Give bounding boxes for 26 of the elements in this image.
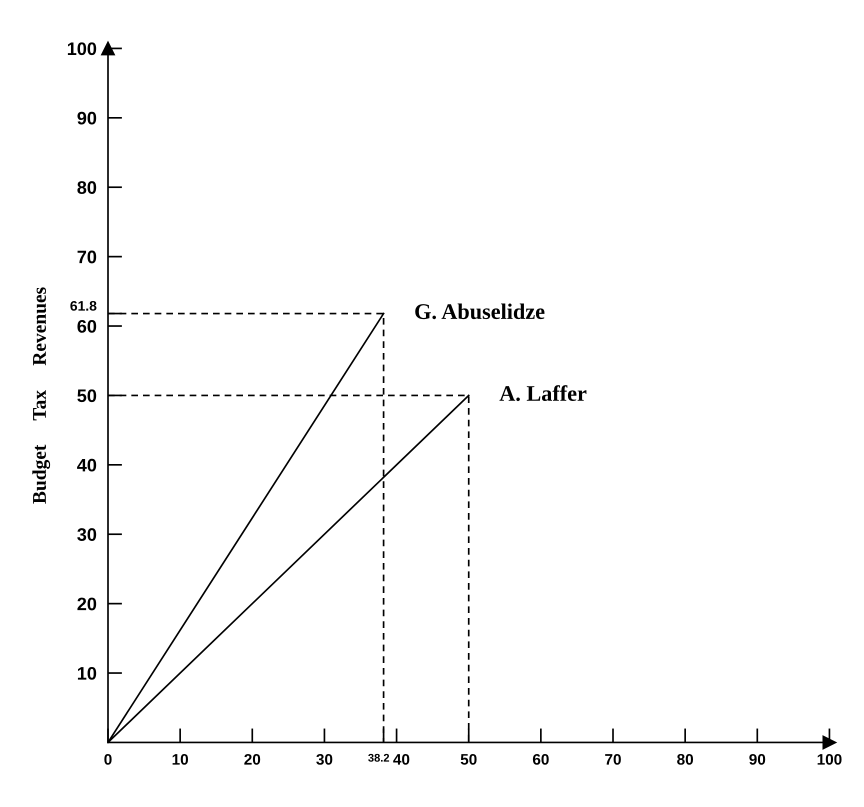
x-tick-label: 0 xyxy=(104,754,112,765)
annotation: G. Abuselidze xyxy=(415,303,544,320)
x-tick-label: 38.2 xyxy=(368,754,390,762)
y-tick-label: 90 xyxy=(77,112,96,125)
x-tick-label: 50 xyxy=(460,754,477,765)
x-tick-label: 80 xyxy=(677,754,694,765)
y-tick-label: 50 xyxy=(77,389,96,402)
y-tick-label: 60 xyxy=(77,320,96,333)
y-tick-label: 20 xyxy=(77,598,96,610)
y-tick-label: 10 xyxy=(78,666,96,680)
x-tick-label: 10 xyxy=(172,754,188,765)
x-tick-label: 100 xyxy=(818,754,842,765)
y-tick-label: 70 xyxy=(78,250,96,264)
y-axis-title: Budget Tax Revenues xyxy=(32,287,50,504)
annotation: A. Laffer xyxy=(499,385,586,402)
y-tick-label: 80 xyxy=(77,181,96,194)
y-tick-label: 100 xyxy=(68,42,96,56)
y-tick-label: 61.8 xyxy=(70,300,96,311)
y-tick-label: 30 xyxy=(77,528,96,541)
y-tick-label: 40 xyxy=(77,458,96,472)
x-tick-label: 70 xyxy=(605,754,621,765)
x-tick-label: 60 xyxy=(532,754,549,765)
x-tick-label: 30 xyxy=(316,754,332,765)
x-tick-label: 40 xyxy=(393,754,410,765)
x-tick-label: 90 xyxy=(749,754,766,765)
x-tick-label: 20 xyxy=(244,754,260,765)
